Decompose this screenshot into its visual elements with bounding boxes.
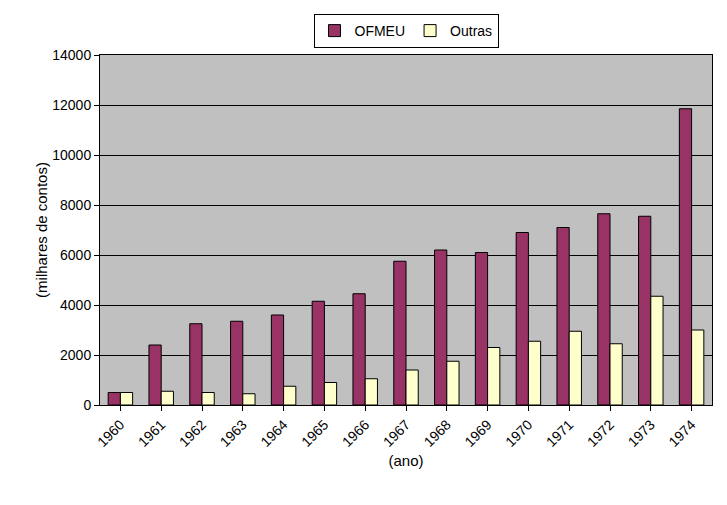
svg-text:1971: 1971 bbox=[543, 416, 576, 449]
svg-text:14000: 14000 bbox=[52, 47, 91, 63]
svg-text:1967: 1967 bbox=[380, 416, 413, 449]
svg-text:1973: 1973 bbox=[625, 416, 658, 449]
svg-text:OFMEU: OFMEU bbox=[355, 23, 406, 39]
svg-text:12000: 12000 bbox=[52, 97, 91, 113]
svg-text:(milhares de contos): (milhares de contos) bbox=[33, 162, 50, 298]
svg-text:(ano): (ano) bbox=[388, 452, 423, 469]
svg-text:1964: 1964 bbox=[257, 416, 290, 449]
svg-text:1965: 1965 bbox=[298, 416, 331, 449]
svg-text:1969: 1969 bbox=[461, 416, 494, 449]
svg-text:1974: 1974 bbox=[665, 416, 698, 449]
svg-text:1963: 1963 bbox=[217, 416, 250, 449]
svg-text:1962: 1962 bbox=[176, 416, 209, 449]
svg-text:8000: 8000 bbox=[60, 197, 91, 213]
svg-text:2000: 2000 bbox=[60, 347, 91, 363]
svg-text:0: 0 bbox=[83, 397, 91, 413]
svg-text:1960: 1960 bbox=[94, 416, 127, 449]
svg-text:6000: 6000 bbox=[60, 247, 91, 263]
svg-text:1966: 1966 bbox=[339, 416, 372, 449]
svg-text:1970: 1970 bbox=[502, 416, 535, 449]
svg-text:1968: 1968 bbox=[421, 416, 454, 449]
svg-text:1972: 1972 bbox=[584, 416, 617, 449]
svg-text:10000: 10000 bbox=[52, 147, 91, 163]
svg-text:Outras: Outras bbox=[450, 23, 492, 39]
svg-text:1961: 1961 bbox=[135, 416, 168, 449]
svg-text:4000: 4000 bbox=[60, 297, 91, 313]
